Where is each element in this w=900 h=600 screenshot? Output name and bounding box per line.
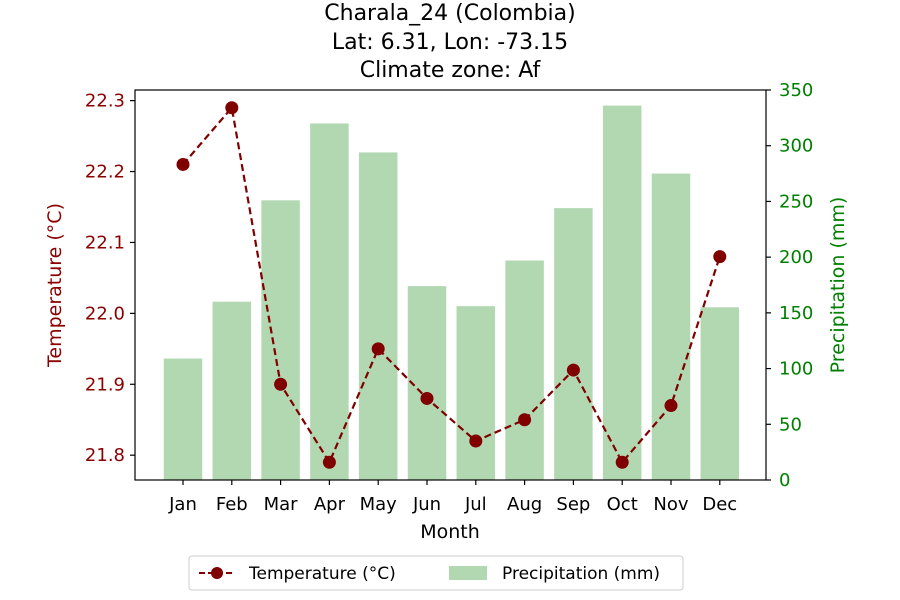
precipitation-bar	[554, 208, 593, 480]
precipitation-tick-label: 250	[779, 191, 813, 212]
precipitation-bar	[212, 301, 252, 480]
temperature-point	[518, 413, 532, 427]
temperature-point	[225, 101, 239, 115]
temperature-tick-label: 22.2	[85, 162, 125, 183]
legend-temperature-swatch-marker	[211, 567, 223, 579]
month-tick-label: May	[360, 494, 398, 515]
month-tick-label: Jul	[464, 494, 487, 515]
plot-frame	[134, 89, 767, 481]
temperature-point	[566, 363, 580, 377]
precipitation-tick-label: 150	[779, 303, 813, 324]
temperature-axis-label: Temperature (°C)	[44, 203, 66, 368]
precipitation-bar	[358, 152, 398, 480]
temperature-tick-label: 22.3	[85, 91, 125, 112]
precipitation-bar	[261, 200, 300, 481]
temperature-point	[176, 157, 190, 171]
precipitation-axis: 0 50 100 150 200 250 300 350	[766, 80, 813, 491]
title-line-2: Lat: 6.31, Lon: -73.15	[332, 30, 568, 55]
precipitation-bar	[651, 173, 691, 481]
temperature-tick-label: 21.8	[85, 445, 125, 466]
precipitation-axis-label: Precipitation (mm)	[827, 197, 849, 374]
legend: Temperature (°C) Precipitation (mm)	[188, 555, 684, 591]
title-line-3: Climate zone: Af	[360, 58, 542, 83]
temperature-axis: 21.8 21.9 22.0 22.1 22.2 22.3	[85, 91, 135, 466]
precipitation-bars	[163, 105, 740, 481]
precipitation-bar	[505, 260, 544, 480]
temperature-point	[615, 455, 629, 469]
precipitation-bar	[700, 307, 740, 480]
temperature-point	[274, 377, 288, 391]
legend-temperature-label: Temperature (°C)	[248, 564, 396, 584]
title-line-1: Charala_24 (Colombia)	[324, 1, 575, 26]
legend-precipitation-label: Precipitation (mm)	[502, 564, 660, 584]
temperature-point	[664, 399, 678, 413]
precipitation-tick-label: 100	[779, 359, 813, 380]
precipitation-tick-label: 200	[779, 247, 813, 268]
precipitation-tick-label: 50	[779, 414, 802, 435]
temperature-tick-label: 22.0	[85, 303, 125, 324]
precipitation-bar	[602, 105, 642, 480]
month-tick-label: Apr	[314, 494, 346, 515]
month-tick-label: Jun	[412, 494, 441, 515]
x-axis-label: Month	[420, 521, 480, 543]
temperature-point	[420, 391, 434, 405]
precipitation-tick-label: 0	[779, 470, 790, 491]
precipitation-bar	[163, 358, 203, 480]
month-tick-label: Sep	[556, 494, 590, 515]
temperature-point	[371, 342, 385, 356]
precipitation-tick-label: 300	[779, 136, 813, 157]
temperature-point	[469, 434, 483, 448]
legend-precipitation-swatch	[449, 566, 487, 580]
precipitation-tick-label: 350	[779, 80, 813, 101]
temperature-tick-label: 21.9	[85, 374, 125, 395]
month-tick-label: Mar	[264, 494, 299, 515]
temperature-line	[176, 101, 727, 469]
precipitation-bar	[407, 286, 447, 480]
precipitation-bar	[310, 123, 349, 480]
temperature-series-line	[182, 105, 721, 465]
month-tick-label: Jan	[168, 494, 197, 515]
temperature-point	[713, 250, 727, 264]
month-tick-label: Aug	[507, 494, 542, 515]
temperature-point	[322, 455, 336, 469]
month-tick-label: Feb	[216, 494, 248, 515]
month-axis: Jan Feb Mar Apr May Jun Jul Aug Sep Oct Nov Dec	[168, 480, 737, 515]
month-tick-label: Oct	[607, 494, 638, 515]
chart-title: Charala_24 (Colombia) Lat: 6.31, Lon: -7…	[324, 1, 575, 83]
month-tick-label: Dec	[702, 494, 737, 515]
month-tick-label: Nov	[653, 494, 688, 515]
legend-frame	[188, 555, 684, 591]
temperature-tick-label: 22.1	[85, 232, 125, 253]
precipitation-bar	[456, 306, 496, 480]
